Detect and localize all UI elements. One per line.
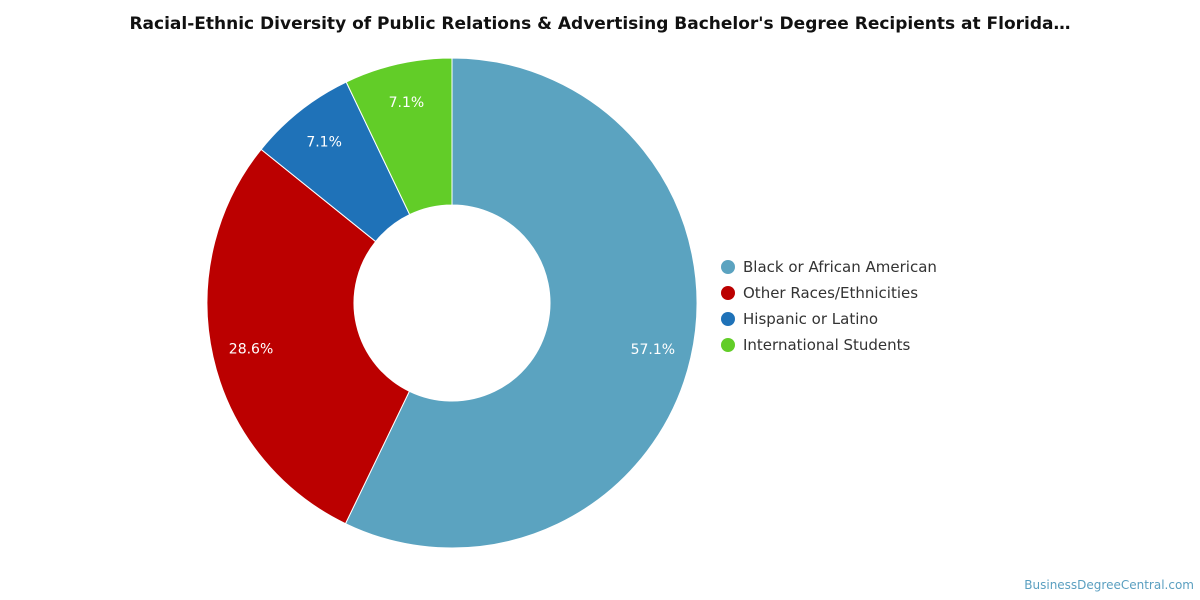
legend-item[interactable]: Hispanic or Latino	[721, 306, 937, 332]
pie-slice-3[interactable]	[345, 57, 453, 216]
legend-label: Hispanic or Latino	[743, 310, 879, 328]
legend-swatch	[721, 286, 735, 300]
source-credit[interactable]: BusinessDegreeCentral.com	[1024, 578, 1194, 592]
legend-item[interactable]: Black or African American	[721, 254, 937, 280]
slice-value-label: 7.1%	[306, 135, 342, 151]
chart-legend: Black or African American Other Races/Eth…	[721, 254, 937, 358]
slice-value-label: 28.6%	[229, 341, 273, 357]
legend-item[interactable]: International Students	[721, 332, 937, 358]
slice-value-label: 7.1%	[389, 95, 425, 111]
slice-value-label: 57.1%	[631, 342, 675, 358]
legend-swatch	[721, 260, 735, 274]
legend-label: International Students	[743, 336, 911, 354]
legend-label: Other Races/Ethnicities	[743, 284, 919, 302]
chart-title: Racial-Ethnic Diversity of Public Relati…	[129, 14, 1071, 34]
pie-slice-1[interactable]	[206, 148, 411, 525]
legend-swatch	[721, 338, 735, 352]
legend-swatch	[721, 312, 735, 326]
pie-slice-0[interactable]	[344, 57, 698, 549]
legend-item[interactable]: Other Races/Ethnicities	[721, 280, 937, 306]
legend-label: Black or African American	[743, 258, 937, 276]
